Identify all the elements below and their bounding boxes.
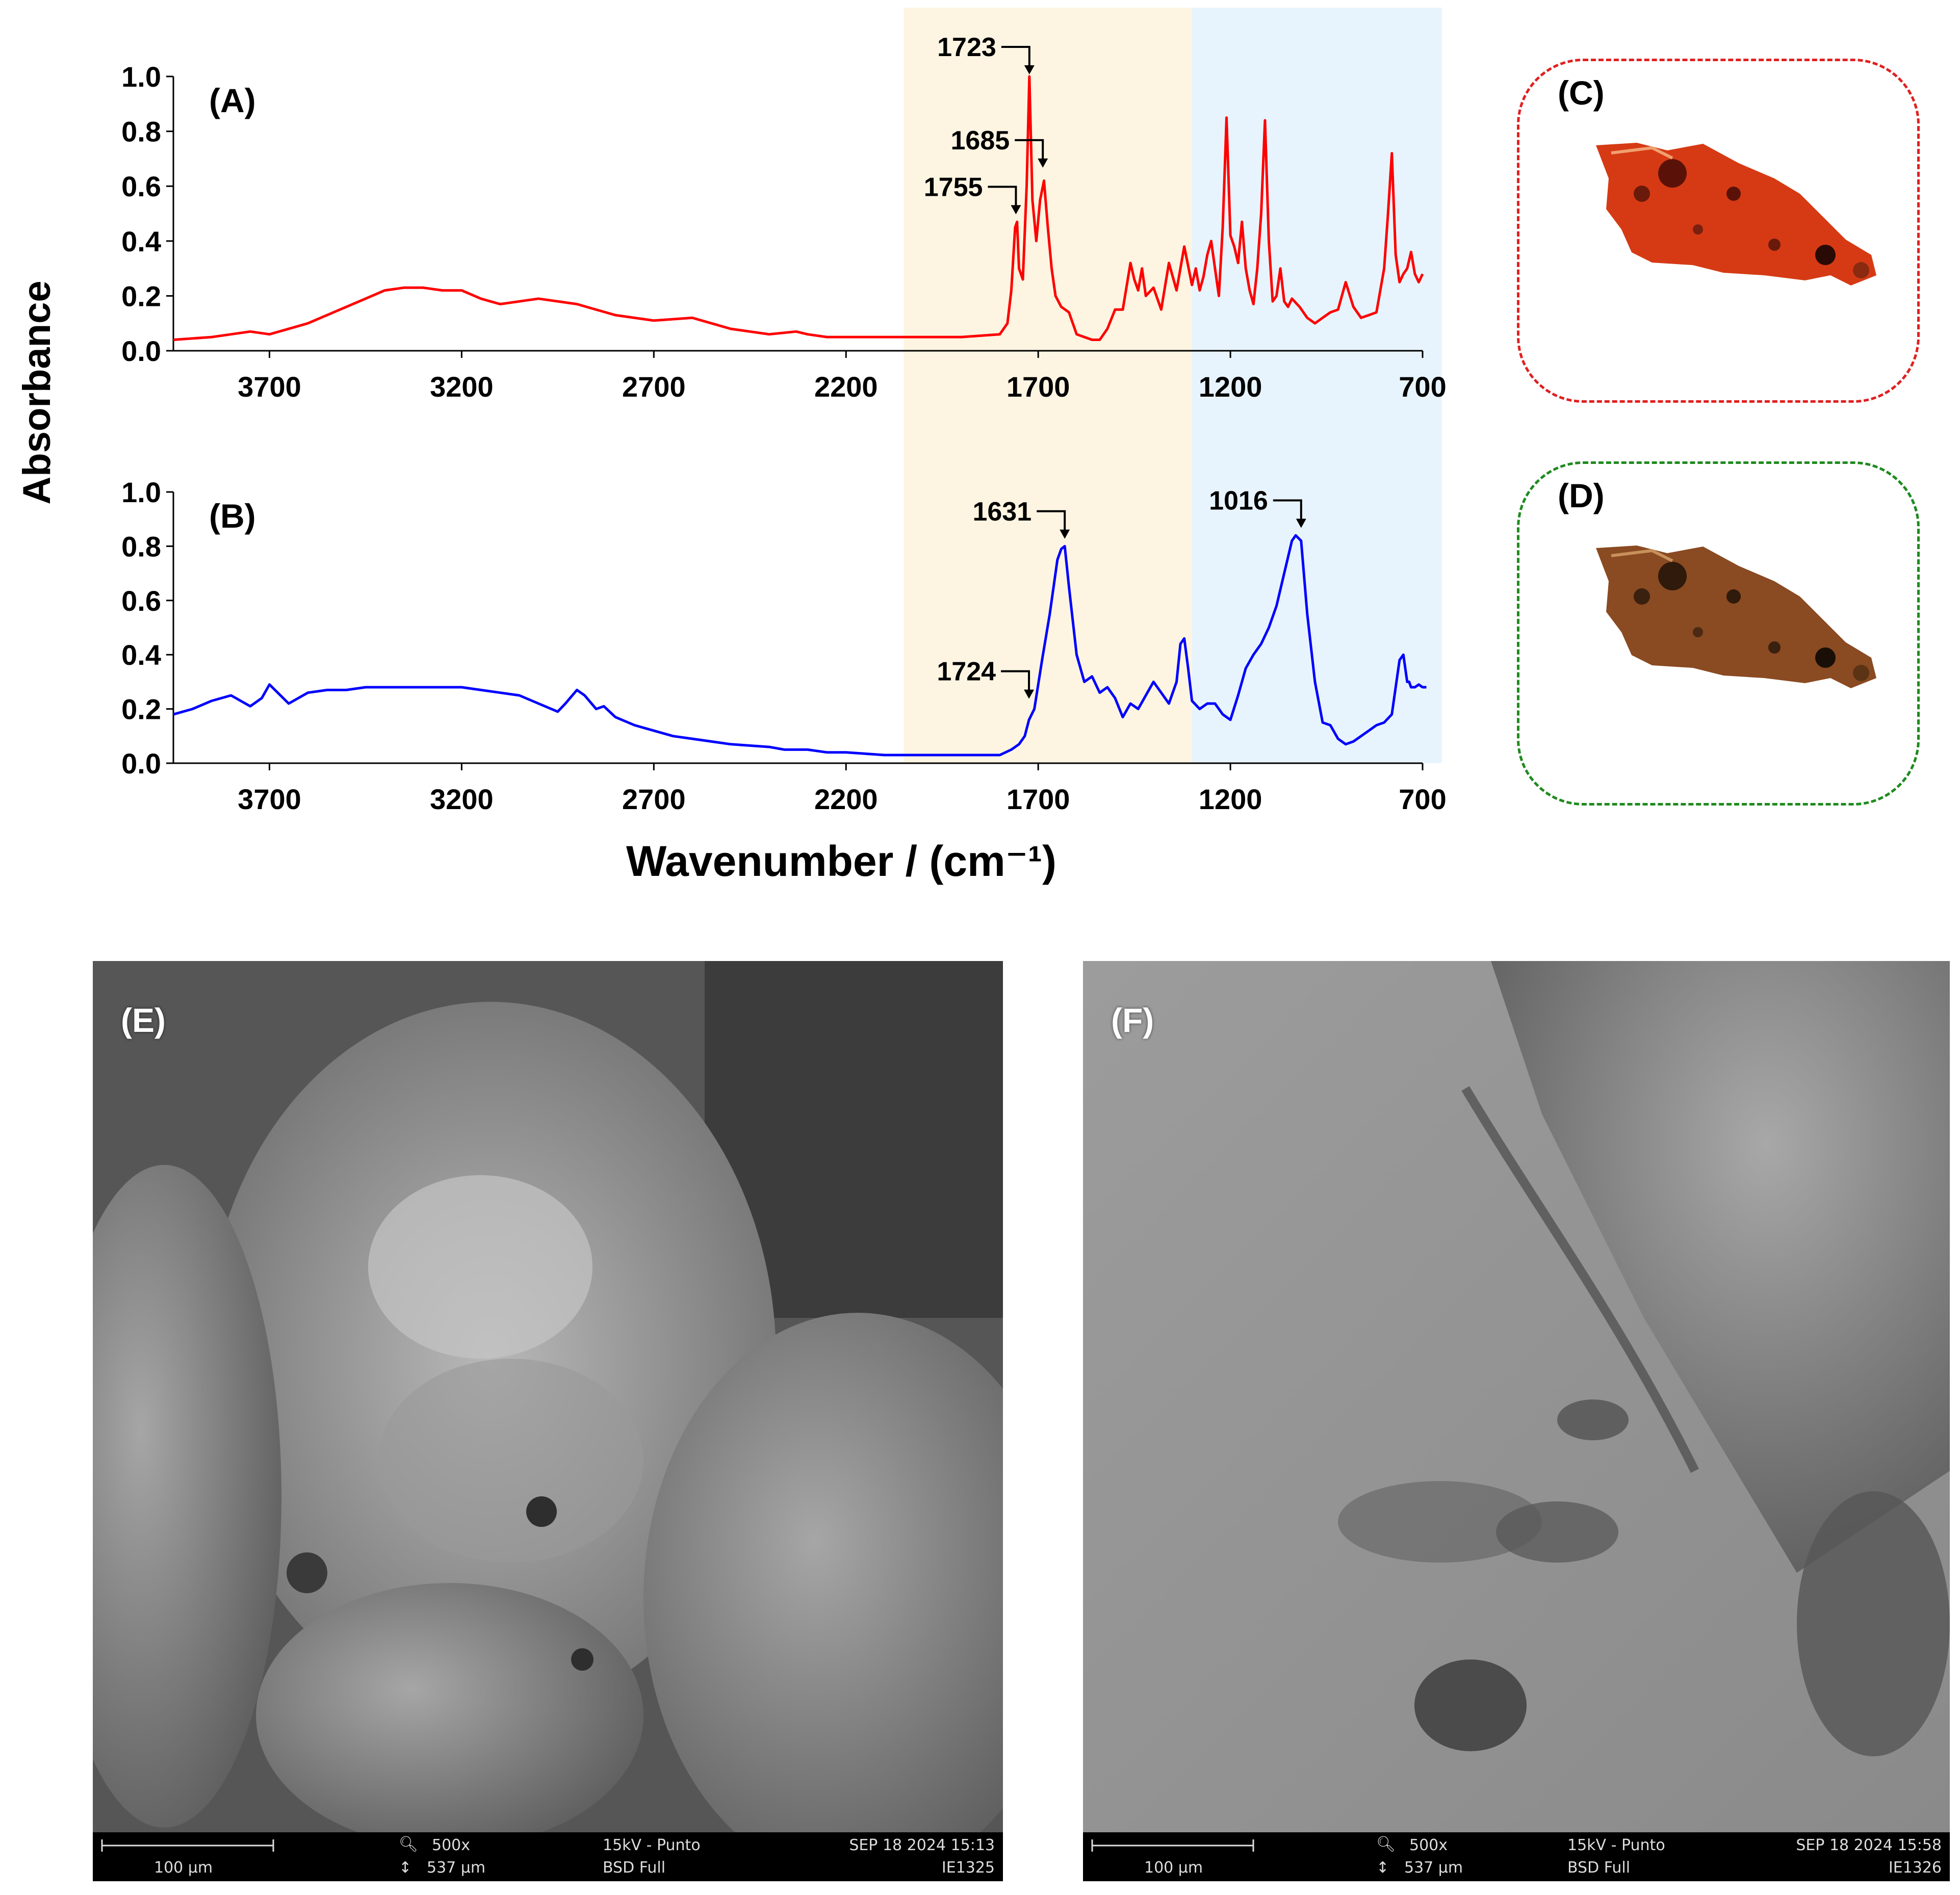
- x-tick-label: 700: [1399, 371, 1446, 403]
- y-tick-label: 0.0: [121, 747, 161, 780]
- voltage-mode: 15kV - Punto: [1567, 1836, 1665, 1854]
- peak-label: 1724: [937, 657, 996, 687]
- panel-label-f: (F): [1111, 1001, 1154, 1039]
- x-tick-label: 3200: [430, 783, 494, 815]
- sem-panel-e: (E) 100 µm 🔍︎ 500x ↕ 537 µm 15kV - Punto…: [93, 961, 1003, 1881]
- x-tick-label: 1700: [1007, 783, 1070, 815]
- peak-label: 1755: [924, 172, 983, 202]
- peak-annotation: 1685: [951, 126, 1048, 168]
- y-tick-label: 0.2: [121, 280, 161, 312]
- sem-databar-e: 100 µm 🔍︎ 500x ↕ 537 µm 15kV - Punto BSD…: [93, 1832, 1003, 1881]
- peak-annotation: 1723: [937, 33, 1035, 74]
- x-tick-label: 1200: [1199, 371, 1262, 403]
- sem-databar-f: 100 µm 🔍︎ 500x ↕ 537 µm 15kV - Punto BSD…: [1083, 1832, 1950, 1881]
- panel-label-d: (D): [1558, 477, 1605, 514]
- fov-icon: ↕: [1376, 1859, 1389, 1877]
- scale-value: 100 µm: [154, 1859, 213, 1877]
- sem-image-f: [1083, 961, 1950, 1833]
- spectrum-panel-a: 0.0 0.2 0.4 0.6 0.8 1.0 3700 3200 2700 2200 1700 12…: [121, 33, 1447, 403]
- peak-annotation: 1631: [972, 497, 1070, 539]
- peak-label: 1723: [937, 33, 996, 62]
- magnification: 500x: [432, 1836, 471, 1854]
- x-tick-label: 2700: [622, 783, 686, 815]
- x-tick-label: 2700: [622, 371, 686, 403]
- detector: BSD Full: [603, 1859, 666, 1877]
- series-line-a: [173, 75, 1424, 341]
- y-tick-label: 0.8: [121, 116, 161, 148]
- x-tick-label: 1200: [1199, 783, 1262, 815]
- y-tick-label: 0.4: [121, 225, 161, 257]
- y-tick-label: 0.6: [121, 170, 161, 202]
- peak-annotation: 1724: [937, 657, 1035, 699]
- band-0: [904, 8, 1192, 763]
- timestamp: SEP 18 2024 15:13: [849, 1836, 995, 1854]
- magnify-icon: 🔍︎: [399, 1835, 419, 1853]
- voltage-mode: 15kV - Punto: [603, 1836, 701, 1854]
- field-of-view: 537 µm: [1404, 1859, 1463, 1877]
- y-tick-label: 0.0: [121, 335, 161, 367]
- photo-panel-c: (C): [1517, 59, 1920, 403]
- sem-panel-f: (F) 100 µm 🔍︎ 500x ↕ 537 µm 15kV - Punto…: [1083, 961, 1950, 1881]
- scale-bar: [1091, 1839, 1254, 1852]
- y-tick-label: 1.0: [121, 61, 161, 93]
- x-tick-label: 700: [1399, 783, 1446, 815]
- y-tick-label: 0.4: [121, 639, 161, 671]
- magnification: 500x: [1409, 1836, 1448, 1854]
- field-of-view: 537 µm: [427, 1859, 486, 1877]
- scale-value: 100 µm: [1144, 1859, 1203, 1877]
- band-1: [1192, 8, 1442, 763]
- peak-label: 1016: [1209, 486, 1268, 515]
- photo-panel-d: (D): [1517, 461, 1920, 806]
- x-tick-label: 3700: [238, 371, 301, 403]
- peak-annotation: 1755: [924, 172, 1021, 215]
- spectrum-panel-b: 0.0 0.2 0.4 0.6 0.8 1.0 3700 3200 2700 2200 1700 12…: [121, 476, 1447, 815]
- scale-bar: [101, 1839, 274, 1852]
- fov-icon: ↕: [399, 1859, 412, 1877]
- y-tick-label: 1.0: [121, 476, 161, 508]
- sample-image-d: [1596, 546, 1876, 688]
- image-id: IE1325: [941, 1859, 995, 1877]
- peak-annotation: 1016: [1209, 486, 1306, 528]
- magnify-icon: 🔍︎: [1376, 1835, 1396, 1853]
- y-tick-label: 0.8: [121, 530, 161, 562]
- peak-label: 1631: [972, 497, 1031, 527]
- detector: BSD Full: [1567, 1859, 1631, 1877]
- x-tick-label: 1700: [1007, 371, 1070, 403]
- x-tick-label: 2200: [814, 783, 878, 815]
- panel-label-c: (C): [1558, 74, 1605, 112]
- panel-label-a: (A): [209, 82, 256, 119]
- image-id: IE1326: [1888, 1859, 1942, 1877]
- x-axis-label: Wavenumber / (cm⁻¹): [626, 837, 1056, 885]
- sem-image-e: [93, 961, 1003, 1833]
- series-line-b: [173, 534, 1427, 757]
- ftir-figure: 0.0 0.2 0.4 0.6 0.8 1.0 3700 3200 2700 2200 1700 12…: [15, 8, 1447, 885]
- sample-image-c: [1596, 143, 1876, 285]
- x-tick-label: 3200: [430, 371, 494, 403]
- panel-label-e: (E): [121, 1001, 166, 1039]
- y-tick-label: 0.2: [121, 693, 161, 725]
- peak-label: 1685: [951, 126, 1010, 155]
- x-tick-label: 2200: [814, 371, 878, 403]
- panel-label-b: (B): [209, 497, 256, 535]
- spectral-bands: [904, 8, 1442, 763]
- y-tick-label: 0.6: [121, 585, 161, 617]
- timestamp: SEP 18 2024 15:58: [1796, 1836, 1942, 1854]
- x-tick-label: 3700: [238, 783, 301, 815]
- y-axis-label: Absorbance: [15, 280, 59, 504]
